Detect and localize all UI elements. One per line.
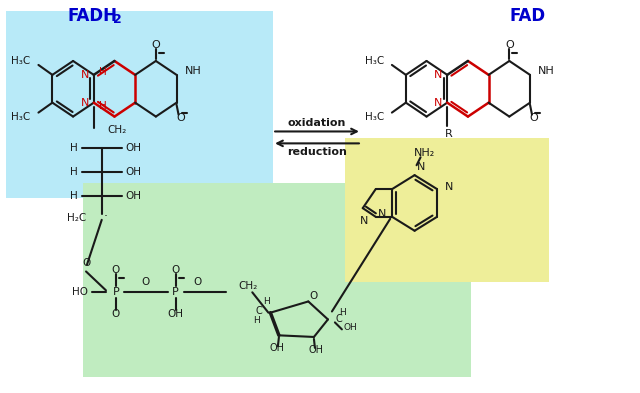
Text: N: N (360, 216, 368, 226)
Text: H: H (99, 101, 106, 111)
Text: OH: OH (125, 143, 141, 153)
Text: ·: · (104, 210, 108, 223)
Text: H₃C: H₃C (12, 56, 31, 66)
Text: FADH: FADH (68, 7, 118, 25)
Text: C: C (336, 314, 342, 325)
Bar (6, 11, 273, 198)
Text: H₃C: H₃C (365, 112, 384, 121)
Text: OH: OH (344, 323, 358, 332)
Bar (345, 138, 549, 283)
Text: O: O (141, 277, 150, 287)
Text: OH: OH (308, 345, 323, 355)
Text: P: P (172, 287, 179, 298)
Text: O: O (505, 40, 514, 50)
Text: N: N (81, 98, 89, 108)
Text: OH: OH (168, 309, 184, 319)
Text: NH₂: NH₂ (414, 148, 435, 158)
Text: HO: HO (72, 287, 88, 298)
Text: oxidation: oxidation (288, 118, 346, 127)
Text: H: H (99, 67, 106, 77)
Text: O: O (530, 112, 538, 123)
Text: O: O (152, 40, 160, 50)
Text: C: C (256, 306, 262, 316)
Text: O: O (112, 266, 120, 275)
Text: N: N (81, 70, 89, 80)
Text: H: H (253, 316, 260, 325)
Text: OH: OH (125, 167, 141, 177)
Text: NH: NH (184, 66, 201, 76)
Text: H₃C: H₃C (365, 56, 384, 66)
Text: N: N (434, 98, 442, 108)
Bar (83, 183, 471, 377)
Text: N: N (445, 182, 453, 192)
Text: N: N (417, 162, 425, 172)
Text: N: N (434, 70, 442, 80)
Text: H: H (70, 191, 78, 201)
Text: R: R (445, 129, 453, 140)
Text: O: O (172, 266, 180, 275)
Text: CH₂: CH₂ (238, 281, 258, 291)
Text: H₂C: H₂C (67, 213, 86, 223)
Text: NH: NH (538, 66, 555, 76)
Text: H₃C: H₃C (12, 112, 31, 121)
Text: H: H (70, 143, 78, 153)
Text: H: H (339, 308, 346, 317)
Text: P: P (113, 287, 119, 298)
Text: O: O (309, 292, 317, 301)
Text: O: O (193, 277, 202, 287)
Text: N: N (378, 209, 386, 219)
Text: O: O (82, 257, 90, 268)
Text: CH₂: CH₂ (108, 125, 127, 136)
Text: reduction: reduction (287, 147, 347, 157)
Text: O: O (112, 309, 120, 319)
Text: FAD: FAD (509, 7, 545, 25)
Text: H: H (263, 297, 270, 306)
Text: OH: OH (269, 343, 284, 353)
Text: O: O (176, 112, 185, 123)
Text: 2: 2 (113, 13, 121, 26)
Text: H: H (70, 167, 78, 177)
Text: OH: OH (125, 191, 141, 201)
